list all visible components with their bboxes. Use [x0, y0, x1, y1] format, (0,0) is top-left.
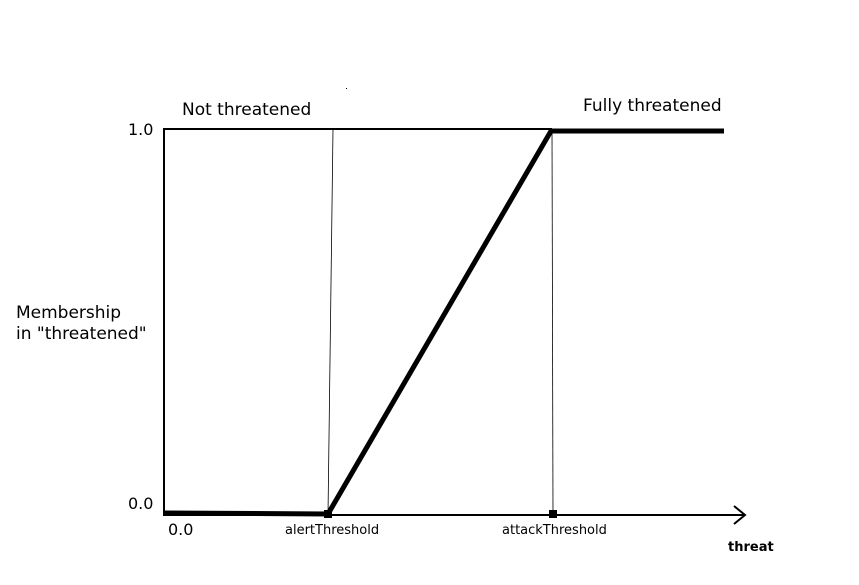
attack-threshold-guide: [551, 128, 554, 516]
x-origin-tick-label: 0.0: [168, 520, 194, 539]
attack-threshold-label: attackThreshold: [502, 523, 607, 538]
alert-threshold-marker: [324, 510, 332, 518]
x-axis-title: threat: [728, 540, 774, 555]
y-axis-title-line-1: Membership: [16, 303, 122, 323]
alert-threshold-label: alertThreshold: [285, 523, 380, 538]
alert-threshold-guide: [327, 128, 334, 516]
membership-curve: [163, 128, 724, 517]
y-tick-top-label: 1.0: [128, 120, 154, 139]
stray-dot: [346, 88, 347, 89]
region-label-not-threatened: Not threatened: [182, 100, 312, 120]
region-label-fully-threatened: Fully threatened: [583, 96, 722, 116]
x-axis-arrowhead: [733, 505, 747, 525]
attack-threshold-marker: [549, 510, 557, 518]
y-axis-title-line-2: in "threatened": [16, 324, 147, 344]
y-tick-bottom-label: 0.0: [128, 494, 154, 513]
